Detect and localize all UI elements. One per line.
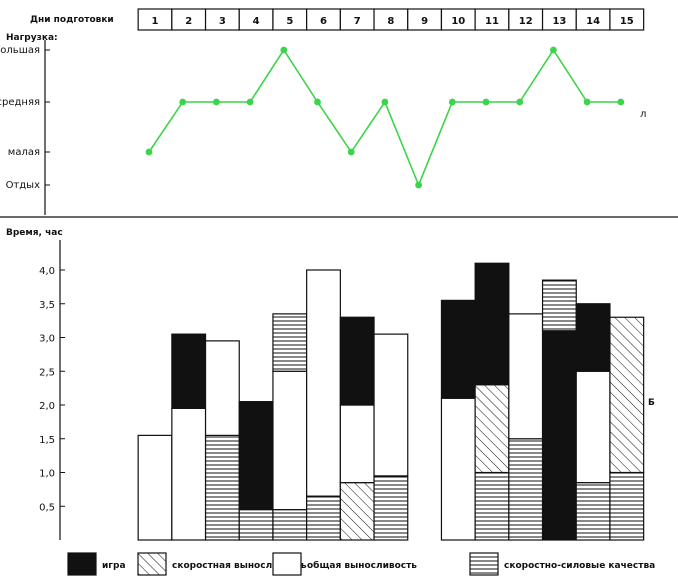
legend-swatch bbox=[272, 552, 302, 576]
day-label: 13 bbox=[552, 16, 566, 27]
day-label: 8 bbox=[387, 16, 394, 27]
days-header-label: Дни подготовки bbox=[30, 15, 114, 25]
bar-segment bbox=[474, 262, 510, 386]
load-point bbox=[583, 98, 591, 106]
day-label: 12 bbox=[519, 16, 533, 27]
load-point bbox=[550, 46, 557, 54]
bar-segment bbox=[373, 333, 409, 477]
bar-segment bbox=[204, 434, 240, 541]
load-point bbox=[179, 98, 187, 106]
bar-segment bbox=[272, 370, 308, 511]
legend-swatch bbox=[469, 552, 499, 576]
legend-label: скоростная выносливость bbox=[172, 561, 307, 571]
load-end-mark: л bbox=[640, 109, 646, 120]
bar-segment bbox=[373, 475, 409, 541]
legend-label: игра bbox=[102, 561, 126, 571]
stacked-bars bbox=[137, 262, 645, 541]
time-tick-label: 2,5 bbox=[39, 367, 55, 378]
load-level-label: средняя bbox=[0, 97, 40, 108]
day-label: 10 bbox=[451, 16, 465, 27]
bar-segment bbox=[541, 330, 577, 541]
bar-segment bbox=[575, 370, 611, 484]
bar-segment bbox=[474, 384, 510, 474]
bar-segment bbox=[306, 269, 341, 497]
bar-segment bbox=[137, 434, 173, 541]
load-point bbox=[381, 98, 389, 106]
bar-segment bbox=[609, 316, 645, 474]
load-level-label: малая bbox=[8, 147, 40, 158]
bar-segment bbox=[575, 482, 611, 541]
day-label: 2 bbox=[185, 16, 192, 27]
load-point bbox=[314, 98, 321, 106]
load-point bbox=[617, 98, 625, 106]
load-levels: большая средняя малая Отдых bbox=[0, 45, 50, 191]
load-point bbox=[516, 98, 524, 106]
legend-label: скоростно-силовые качества bbox=[504, 561, 655, 571]
bar-segment bbox=[306, 495, 341, 541]
bar-segment bbox=[171, 407, 207, 541]
day-label: 15 bbox=[620, 16, 634, 27]
bar-segment bbox=[440, 397, 476, 541]
load-point bbox=[145, 148, 153, 156]
bar-segment bbox=[508, 313, 544, 440]
bar-segment bbox=[339, 316, 375, 406]
bar-segment bbox=[575, 303, 611, 372]
bar-segment bbox=[339, 482, 375, 541]
days-row: 1 2 3 4 5 6 7 8 9 10 11 12 13 14 15 bbox=[137, 8, 645, 31]
load-point bbox=[448, 98, 456, 106]
day-label: 4 bbox=[253, 16, 260, 27]
legend-swatch bbox=[67, 552, 97, 576]
panel-b-label: Б bbox=[648, 398, 655, 408]
bar-segment bbox=[272, 313, 308, 372]
bar-segment bbox=[440, 299, 476, 399]
day-label: 3 bbox=[219, 16, 226, 27]
load-point bbox=[246, 98, 254, 106]
load-axis-label: Нагрузка: bbox=[6, 33, 58, 43]
day-label: 5 bbox=[286, 16, 293, 27]
load-level-label: большая bbox=[0, 45, 40, 56]
day-label: 1 bbox=[152, 16, 159, 27]
time-tick-label: 1,0 bbox=[39, 469, 55, 480]
load-point bbox=[347, 148, 355, 156]
day-label: 9 bbox=[421, 16, 428, 27]
day-label: 6 bbox=[320, 16, 327, 27]
load-point bbox=[213, 98, 220, 106]
bar-segment bbox=[339, 404, 375, 484]
load-level-label: Отдых bbox=[6, 180, 41, 191]
day-label: 14 bbox=[586, 16, 600, 27]
bar-segment bbox=[541, 279, 577, 332]
bar-segment bbox=[238, 401, 274, 511]
time-ticks: 0,5 1,0 1,5 2,0 2,5 3,0 3,5 4,0 bbox=[39, 266, 65, 513]
time-axis-label: Время, час bbox=[6, 228, 63, 238]
time-tick-label: 4,0 bbox=[39, 266, 55, 277]
load-line bbox=[148, 48, 621, 188]
day-cell bbox=[609, 8, 645, 31]
bar-segment bbox=[609, 471, 645, 541]
legend-label: общая выносливость bbox=[307, 560, 417, 571]
load-point bbox=[280, 46, 288, 54]
load-series bbox=[145, 46, 625, 189]
time-tick-label: 2,0 bbox=[39, 401, 55, 412]
bar-segment bbox=[508, 438, 544, 541]
bar-segment bbox=[204, 340, 240, 436]
time-tick-label: 0,5 bbox=[39, 502, 55, 513]
bar-segment bbox=[272, 509, 308, 541]
load-point bbox=[415, 181, 422, 189]
day-label: 7 bbox=[354, 16, 361, 27]
legend-swatch bbox=[137, 552, 167, 576]
time-tick-label: 1,5 bbox=[39, 435, 55, 446]
legend: игра скоростная выносливость общая выносли… bbox=[67, 552, 655, 576]
bar-segment bbox=[474, 471, 510, 541]
load-point bbox=[482, 98, 490, 106]
day-label: 11 bbox=[485, 16, 499, 27]
time-tick-label: 3,0 bbox=[39, 334, 55, 345]
bar-segment bbox=[171, 333, 207, 409]
time-tick-label: 3,5 bbox=[39, 300, 55, 311]
bar-segment bbox=[238, 509, 274, 541]
